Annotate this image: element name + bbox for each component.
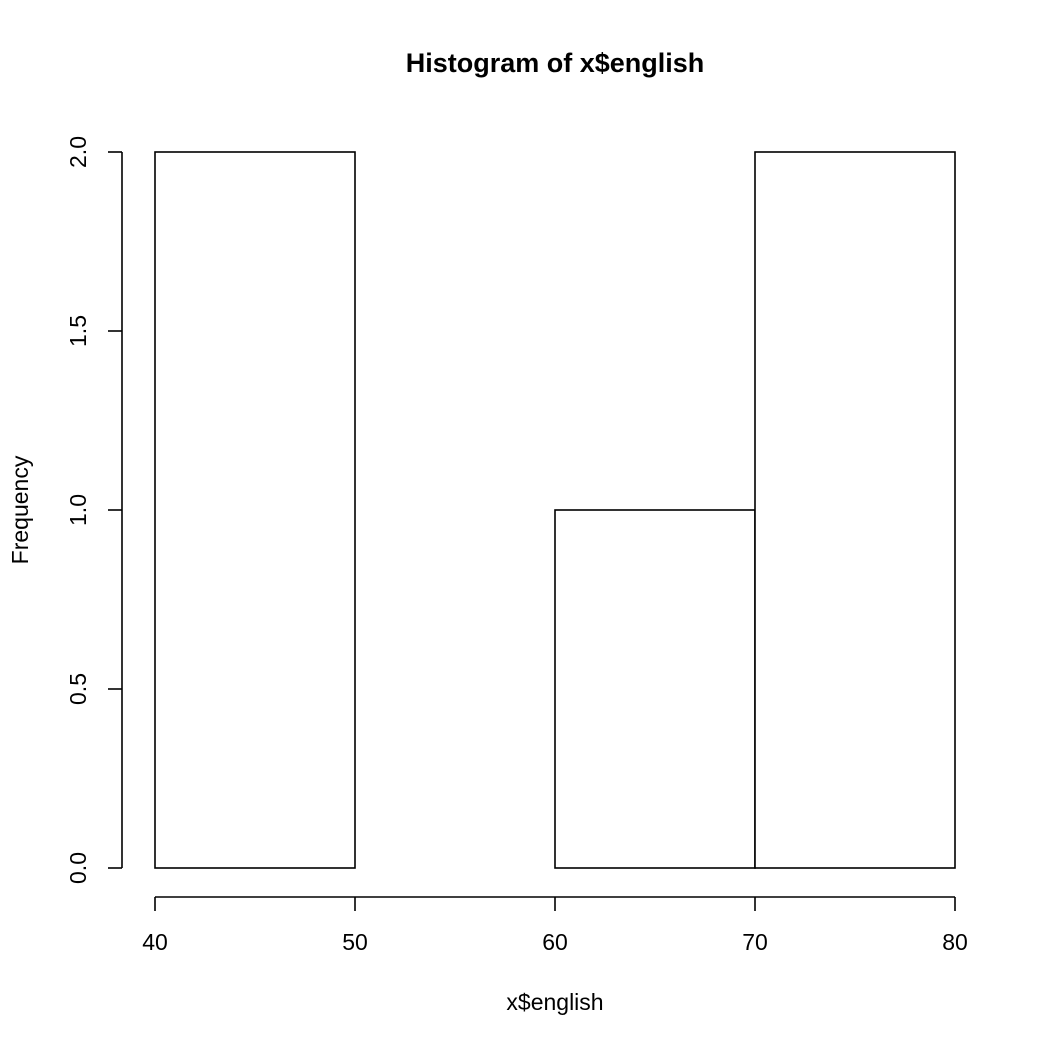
y-tick-label: 1.0 bbox=[65, 494, 91, 526]
histogram-bar-60-70 bbox=[554, 509, 756, 869]
y-tick-label: 0.0 bbox=[65, 852, 91, 884]
y-axis-label: Frequency bbox=[7, 455, 33, 564]
x-tick-label: 40 bbox=[142, 929, 168, 955]
x-tick-label: 50 bbox=[342, 929, 368, 955]
histogram-bar-70-80 bbox=[754, 151, 956, 869]
histogram-bar-40-50 bbox=[154, 151, 356, 869]
y-tick-label: 2.0 bbox=[65, 136, 91, 168]
y-tick-label: 0.5 bbox=[65, 673, 91, 705]
x-tick-label: 80 bbox=[942, 929, 968, 955]
x-axis: 40 50 60 70 80 bbox=[142, 896, 968, 955]
y-axis: 0.0 0.5 1.0 1.5 2.0 bbox=[65, 136, 123, 884]
chart-title: Histogram of x$english bbox=[406, 48, 705, 78]
y-tick-label: 1.5 bbox=[65, 315, 91, 347]
x-tick-label: 60 bbox=[542, 929, 568, 955]
x-axis-label: x$english bbox=[506, 989, 603, 1015]
bars-group bbox=[154, 151, 956, 869]
x-tick-label: 70 bbox=[742, 929, 768, 955]
